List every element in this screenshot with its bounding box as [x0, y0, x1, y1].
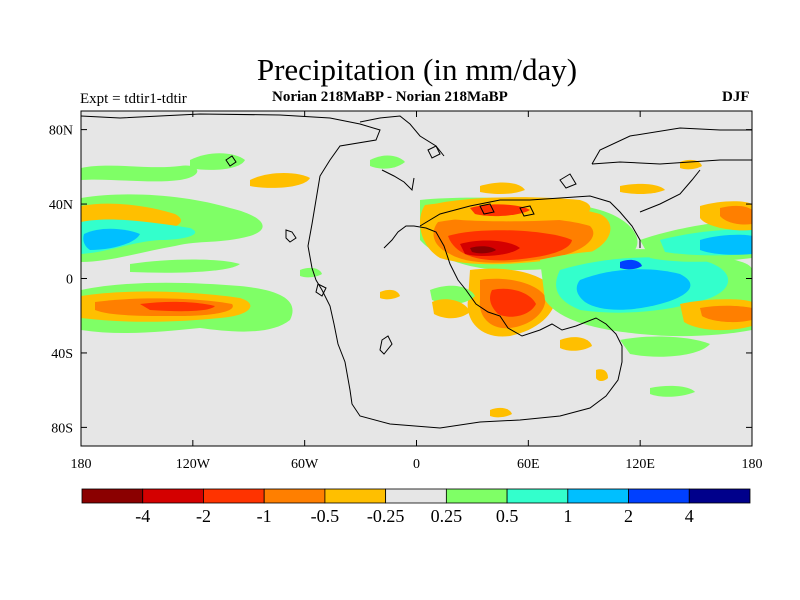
- colorbar-swatch: [324, 488, 387, 504]
- contour-orange-misc2: [490, 407, 512, 418]
- contour-red-ne4: [720, 205, 752, 225]
- eurasia-coastline: [419, 195, 641, 248]
- contour-blue-east: [576, 269, 691, 310]
- y-tick-label: 0: [66, 273, 73, 288]
- colorbar-label: 0.25: [431, 506, 463, 526]
- x-tick-label: 0: [413, 457, 420, 472]
- contour-blue-west-band: [83, 228, 140, 250]
- colorbar-label: -0.5: [311, 506, 340, 526]
- contour-green-north-band: [81, 165, 198, 182]
- colorbar-label: 1: [563, 506, 572, 526]
- contour-darkred-africa: [470, 246, 496, 254]
- contour-deepblue-east: [620, 259, 642, 270]
- island-7: [479, 203, 495, 215]
- contour-orange-misc3: [560, 337, 592, 351]
- asia-east-coast: [639, 169, 701, 213]
- y-tick-label: 80N: [49, 124, 73, 139]
- colorbar-label: -1: [257, 506, 272, 526]
- colorbar-swatch: [628, 488, 690, 504]
- pangea-coastline: [81, 113, 623, 429]
- contour-orange-ne: [480, 182, 525, 194]
- y-tick-label: 80S: [51, 421, 73, 436]
- contour-orange-north: [250, 173, 310, 188]
- colorbar-label: -4: [135, 506, 150, 526]
- gulf-coast: [381, 169, 415, 192]
- island-2: [285, 229, 297, 243]
- contour-orange-se2: [596, 369, 608, 381]
- colorbar-label: -2: [196, 506, 211, 526]
- island-4: [427, 145, 441, 159]
- asia-north-coast2: [591, 159, 752, 165]
- contour-blue-ne: [700, 234, 752, 255]
- period-label: Norian 218MaBP - Norian 218MaBP: [272, 89, 508, 105]
- colorbar-swatch: [203, 488, 265, 504]
- colorbar-swatch: [506, 488, 569, 504]
- x-tick-label: 60W: [291, 457, 319, 472]
- x-tick-label: 180: [742, 457, 763, 472]
- colorbar-swatch: [142, 488, 204, 504]
- x-tick-label: 120E: [625, 457, 655, 472]
- plot-title: Precipitation (in mm/day): [256, 52, 578, 87]
- y-tick-label: 40S: [51, 347, 73, 362]
- contour-red-south-africa: [490, 288, 536, 317]
- contour-green-misc: [300, 267, 322, 278]
- y-axis: 80N 40N 0 40S 80S: [49, 124, 752, 436]
- colorbar-swatch: [567, 488, 629, 504]
- x-tick-label: 180: [71, 457, 92, 472]
- island-3: [315, 283, 327, 297]
- island-5: [559, 173, 577, 189]
- colorbar-swatch: [688, 488, 751, 504]
- y-tick-label: 40N: [49, 198, 73, 213]
- island-8: [225, 155, 237, 167]
- contour-green-se2: [650, 385, 695, 397]
- contour-green-se: [620, 336, 710, 357]
- contour-orange-ne2: [620, 183, 665, 194]
- x-axis: 180 120W 60W 0 60E 120E 180: [71, 111, 763, 472]
- colorbar-swatch: [263, 488, 326, 504]
- experiment-label: Expt = tdtir1-tdtir: [80, 91, 187, 107]
- colorbar-swatch: [385, 488, 447, 504]
- x-tick-label: 120W: [176, 457, 211, 472]
- colorbar-swatch: [445, 488, 508, 504]
- colorbar: -4 -2 -1 -0.5 -0.25 0.25 0.5 1 2 4: [81, 488, 751, 526]
- colorbar-label: 2: [624, 506, 633, 526]
- contour-orange-misc: [380, 289, 400, 300]
- contour-red-southwest: [140, 301, 215, 312]
- precipitation-contours: [81, 153, 752, 418]
- colorbar-label: -0.25: [367, 506, 405, 526]
- contour-orange-atlantic: [432, 299, 470, 319]
- colorbar-label: 4: [685, 506, 694, 526]
- season-label: DJF: [722, 89, 750, 105]
- coastlines: [81, 113, 752, 429]
- colorbar-label: 0.5: [496, 506, 519, 526]
- contour-green-west-band2: [130, 259, 240, 273]
- island-1: [379, 335, 393, 355]
- contour-red-eurasia: [470, 204, 530, 217]
- colorbar-swatch: [81, 488, 144, 504]
- asia-north-coast: [591, 127, 752, 165]
- contour-green-north3: [370, 155, 405, 169]
- x-tick-label: 60E: [517, 457, 540, 472]
- island-6: [519, 205, 535, 217]
- contour-dark-orange-se: [700, 305, 752, 323]
